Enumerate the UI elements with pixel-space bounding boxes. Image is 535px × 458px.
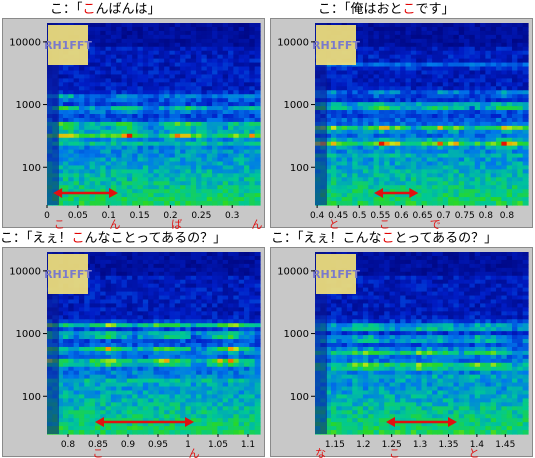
x-tick-label: 0.55 [370, 211, 390, 221]
x-tick-label: 0.85 [88, 440, 108, 450]
segment-arrow [53, 188, 118, 198]
y-tick-label: 100 [22, 163, 41, 174]
x-tick-label: 0 [44, 211, 50, 221]
y-tick-label: 1000 [16, 329, 41, 340]
x-tick-label: 1.05 [208, 440, 228, 450]
spectrogram-cells [47, 252, 261, 435]
y-tick-label: 1000 [284, 100, 309, 111]
x-tick-label: 0.4 [310, 211, 325, 221]
x-tick-label: 0.5 [352, 211, 366, 221]
x-tick-label: 1.45 [495, 440, 515, 450]
y-tick-label: 100 [290, 163, 309, 174]
spectrogram-panel-1: RH1FFT 10000 1000 100 0 0.05 0.1 0.15 0.2 0.25 0.3… [2, 18, 265, 229]
rh1fft-logo: RH1FFT [44, 254, 92, 294]
phoneme-label: と [469, 447, 480, 458]
y-tick-label: 100 [290, 392, 309, 403]
x-tick-label: 1.35 [438, 440, 458, 450]
x-tick-label: 0.75 [455, 211, 475, 221]
svg-text:RH1FFT: RH1FFT [312, 39, 360, 52]
phoneme-label: な [315, 447, 326, 458]
x-tick-label: 1.4 [470, 440, 485, 450]
x-tick-label: 1.15 [325, 440, 345, 450]
y-tick-label: 10000 [9, 266, 41, 277]
spectrogram-panel-2: RH1FFT 10000 1000 100 0.4 0.45 0.5 0.55 0.6 0.65 0… [270, 18, 533, 229]
phoneme-label: こ [389, 447, 400, 458]
phoneme-label: こ [54, 218, 65, 229]
x-tick-label: 0.1 [102, 211, 116, 221]
rh1fft-logo: RH1FFT [312, 254, 360, 294]
y-tick-label: 1000 [16, 100, 41, 111]
phoneme-label: こ [93, 447, 104, 458]
spectrogram-cells [315, 252, 529, 435]
chart-title-4: こ：「えぇ！こんなことってあるの？」 [271, 231, 498, 246]
rh1fft-logo: RH1FFT [44, 25, 92, 65]
x-tick-label: 0.65 [413, 211, 433, 221]
chart-title-1: こ：「こんばんは」 [50, 2, 161, 17]
chart-title-3: こ：「えぇ！こんなことってあるの？」 [0, 231, 227, 246]
x-tick-label: 0.95 [148, 440, 168, 450]
phoneme-label: で [430, 218, 441, 229]
rh1fft-logo: RH1FFT [312, 25, 360, 65]
phoneme-label: ん [109, 218, 120, 229]
y-tick-label: 100 [22, 392, 41, 403]
segment-arrow [386, 417, 457, 427]
segment-arrow [374, 188, 419, 198]
x-tick-label: 0.6 [394, 211, 409, 221]
x-tick-label: 0.25 [191, 211, 211, 221]
x-tick-label: 1.1 [241, 440, 255, 450]
x-tick-label: 0.9 [121, 440, 136, 450]
y-tick-label: 10000 [277, 37, 309, 48]
x-tick-label: 1 [185, 440, 191, 450]
phoneme-label: ん [189, 447, 200, 458]
y-tick-label: 10000 [277, 266, 309, 277]
y-tick-label: 1000 [284, 329, 309, 340]
phoneme-label: こ [379, 218, 390, 229]
spectrogram-panel-4: RH1FFT 10000 1000 100 1.15 1.2 1.25 1.3 1.35 1.4 1… [270, 247, 533, 458]
x-tick-label: 1.3 [413, 440, 427, 450]
chart-title-2: こ：「俺はおとこです」 [318, 2, 455, 17]
segment-arrow [95, 417, 194, 427]
y-tick-label: 10000 [9, 37, 41, 48]
x-tick-label: 0.45 [328, 211, 348, 221]
phoneme-label: ば [171, 218, 182, 229]
x-tick-label: 0.8 [61, 440, 76, 450]
phoneme-label: と [328, 218, 339, 229]
x-tick-label: 1.25 [382, 440, 402, 450]
phoneme-label: ん [251, 218, 262, 229]
x-tick-label: 1.2 [356, 440, 370, 450]
x-tick-label: 0.8 [500, 211, 515, 221]
x-tick-label: 0.7 [436, 211, 450, 221]
x-tick-label: 0.8 [479, 211, 494, 221]
x-tick-label: 0.15 [130, 211, 150, 221]
x-tick-label: 0.3 [225, 211, 239, 221]
x-tick-label: 0.2 [163, 211, 177, 221]
spectrogram-panel-3: RH1FFT 10000 1000 100 0.8 0.85 0.9 0.95 1 1.05 1.1… [2, 247, 265, 458]
svg-text:RH1FFT: RH1FFT [44, 39, 92, 52]
x-tick-label: 0.05 [68, 211, 88, 221]
